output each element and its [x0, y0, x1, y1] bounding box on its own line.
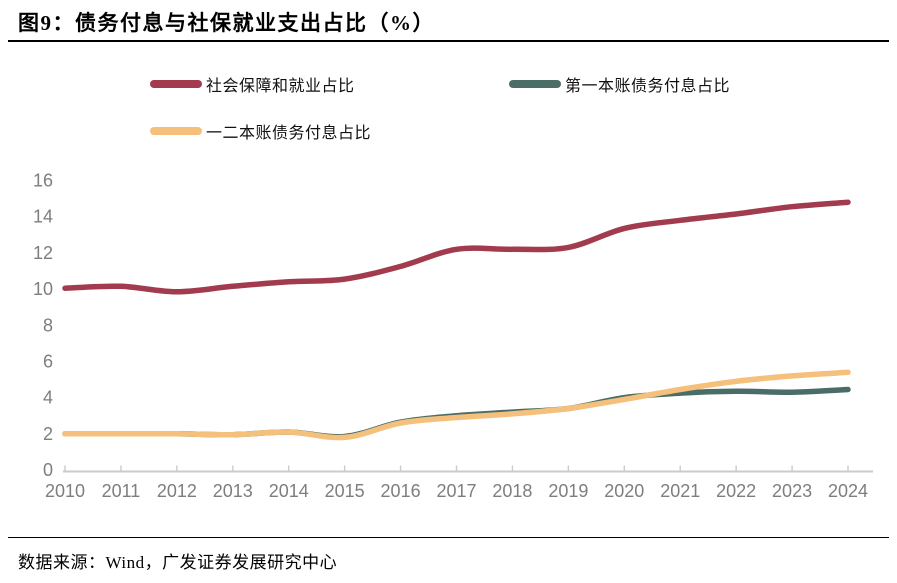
y-tick-label: 12: [33, 243, 53, 263]
y-tick-label: 16: [33, 171, 53, 191]
y-tick-label: 2: [43, 424, 53, 444]
x-tick-label: 2024: [828, 481, 868, 501]
footer-divider: [8, 537, 889, 538]
title-divider: [8, 40, 889, 42]
series-line-0: [62, 199, 851, 295]
y-tick-label: 4: [43, 388, 53, 408]
x-tick-label: 2016: [381, 481, 421, 501]
series-line-2: [62, 369, 851, 441]
x-tick-label: 2022: [716, 481, 756, 501]
x-tick-label: 2014: [269, 481, 309, 501]
legend-label: 社会保障和就业占比: [206, 78, 355, 95]
x-tick-label: 2020: [604, 481, 644, 501]
x-tick-label: 2015: [325, 481, 365, 501]
legend-label: 第一本账债务付息占比: [565, 78, 731, 95]
y-tick-label: 10: [33, 279, 53, 299]
x-tick-label: 2010: [45, 481, 85, 501]
legend-item-social-security: 社会保障和就业占比: [150, 72, 355, 96]
legend-swatch-red: [150, 80, 202, 88]
x-tick-label: 2018: [492, 481, 532, 501]
legend-swatch-teal: [509, 80, 561, 88]
y-tick-label: 8: [43, 315, 53, 335]
x-tick-label: 2017: [436, 481, 476, 501]
x-tick-label: 2019: [548, 481, 588, 501]
data-source: 数据来源：Wind，广发证券发展研究中心: [18, 553, 338, 572]
x-tick-label: 2021: [660, 481, 700, 501]
x-tick-label: 2012: [157, 481, 197, 501]
y-tick-label: 14: [33, 207, 53, 227]
x-tick-label: 2023: [772, 481, 812, 501]
x-tick-label: 2011: [102, 481, 141, 501]
y-tick-label: 6: [43, 351, 53, 371]
legend-label: 一二本账债务付息占比: [206, 125, 372, 142]
x-tick-label: 2013: [213, 481, 253, 501]
series-line-1: [62, 386, 851, 440]
y-tick-label: 0: [43, 460, 53, 480]
figure-title: 图9：债务付息与社保就业支出占比（%）: [18, 11, 435, 35]
legend-swatch-orange: [150, 127, 202, 135]
legend-item-first-account: 第一本账债务付息占比: [509, 72, 730, 96]
legend-item-both-accounts: 一二本账债务付息占比: [150, 119, 371, 143]
